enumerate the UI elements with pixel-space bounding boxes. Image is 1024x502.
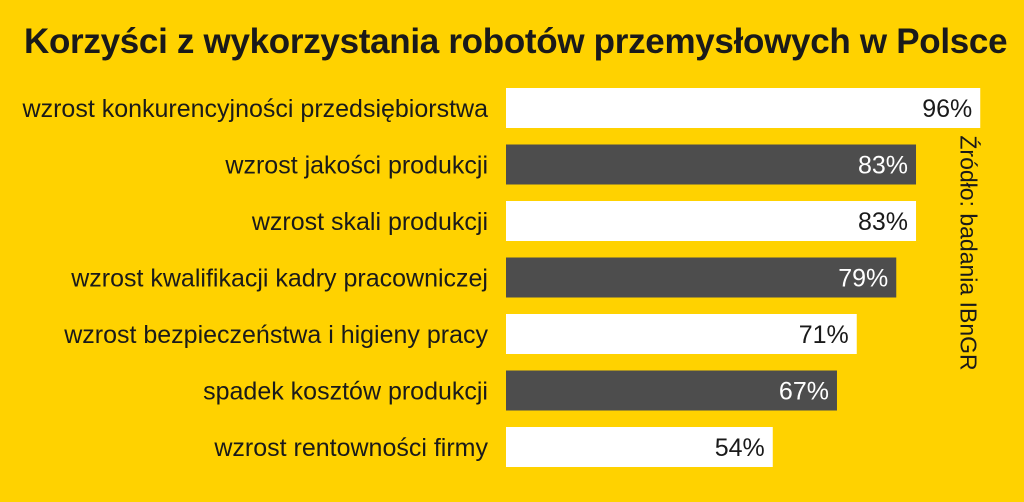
value-label: 54%	[715, 434, 765, 462]
bar	[506, 88, 981, 128]
category-label: wzrost bezpieczeństwa i higieny pracy	[63, 321, 488, 349]
category-label: wzrost kwalifikacji kadry pracowniczej	[70, 265, 488, 293]
category-label: wzrost rentowności firmy	[213, 434, 488, 462]
bar	[506, 370, 837, 411]
category-label: wzrost skali produkcji	[251, 208, 488, 236]
value-label: 83%	[858, 152, 908, 180]
bar	[506, 314, 857, 354]
value-label: 83%	[858, 208, 908, 236]
value-label: 79%	[838, 265, 888, 293]
category-labels-group: wzrost konkurencyjności przedsiębiorstwa…	[22, 95, 489, 462]
chart-title: Korzyści z wykorzystania robotów przemys…	[24, 22, 1008, 61]
bars-group	[506, 88, 981, 467]
bar	[506, 257, 897, 298]
bar	[506, 201, 917, 241]
bar	[506, 144, 917, 185]
value-labels-group: 96% 83% 83% 79% 71% 67% 54%	[715, 95, 973, 462]
source-text: Źródło: badania IBnGR	[955, 135, 982, 371]
value-label: 96%	[922, 95, 972, 123]
category-label: spadek kosztów produkcji	[203, 378, 488, 406]
value-label: 67%	[779, 378, 829, 406]
bar	[506, 427, 773, 467]
category-label: wzrost konkurencyjności przedsiębiorstwa	[22, 95, 489, 123]
value-label: 71%	[799, 321, 849, 349]
category-label: wzrost jakości produkcji	[224, 152, 488, 180]
